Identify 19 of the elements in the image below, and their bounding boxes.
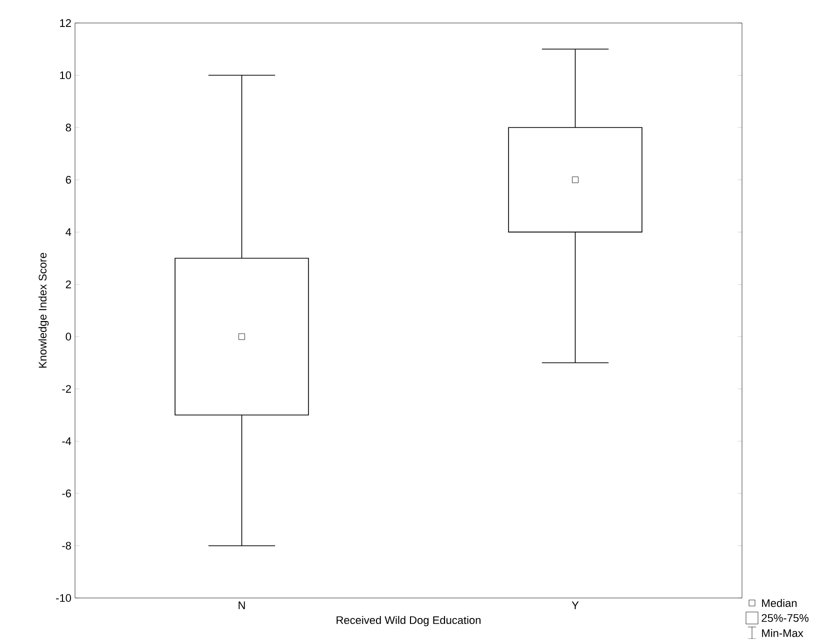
x-tick-label: N [238, 601, 245, 609]
y-tick-label: 4 [66, 228, 72, 236]
y-tick-label: 8 [66, 124, 71, 132]
y-tick-label: 0 [66, 332, 72, 340]
text: Min-Max [762, 628, 804, 637]
x-axis-title: Received Wild Dog Education [336, 616, 481, 626]
x-tick-label: Y [572, 601, 579, 609]
y-tick-label: -8 [62, 542, 71, 550]
y-axis-title: Knowledge Index Score [38, 252, 49, 368]
text: 25%-75% [762, 614, 808, 622]
y-tick-label: -2 [62, 384, 71, 393]
y-tick-label: 2 [66, 280, 71, 288]
text: Median [762, 598, 797, 607]
y-tick-label: -6 [62, 489, 71, 498]
y-tick-label: -4 [62, 437, 72, 445]
y-tick-label: 12 [60, 19, 71, 27]
y-tick-label: 10 [60, 71, 72, 80]
y-tick-label: 6 [66, 176, 71, 184]
y-tick-label: -10 [56, 594, 72, 602]
